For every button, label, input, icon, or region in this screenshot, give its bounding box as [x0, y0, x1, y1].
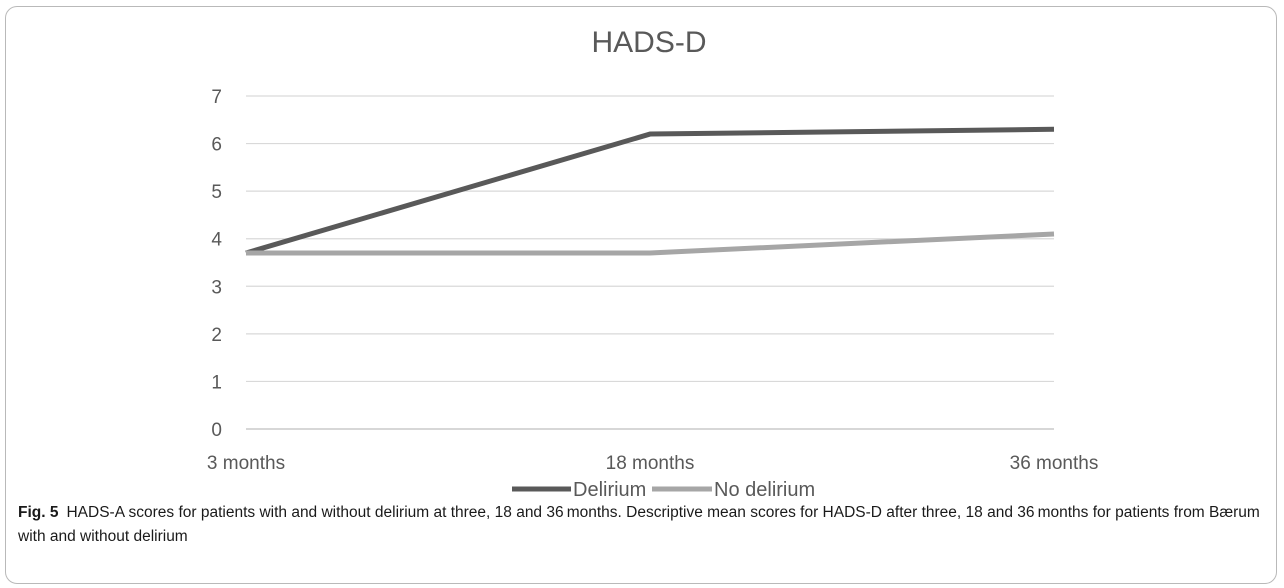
- line-chart: HADS-D 0 1 2 3 4 5 6 7 3 months 18 months 36 mont…: [207, 26, 1098, 500]
- y-tick-label: 0: [211, 420, 222, 441]
- y-tick-label: 2: [211, 325, 222, 346]
- legend: Delirium No delirium: [512, 479, 815, 500]
- series-lines: [245, 126, 1055, 256]
- legend-label: Delirium: [573, 479, 646, 500]
- series-line-no-delirium: [246, 231, 1055, 256]
- figure-label: Fig. 5: [18, 504, 59, 521]
- x-axis-tick-labels: 3 months 18 months 36 months: [207, 453, 1098, 474]
- y-axis-tick-labels: 0 1 2 3 4 5 6 7: [211, 87, 222, 441]
- chart-title: HADS-D: [591, 26, 706, 59]
- figure-caption: Fig. 5 HADS-A scores for patients with an…: [18, 501, 1268, 549]
- y-tick-label: 1: [211, 372, 222, 393]
- y-tick-label: 4: [211, 230, 222, 251]
- legend-label: No delirium: [714, 479, 815, 500]
- y-tick-label: 6: [211, 135, 222, 156]
- caption-text: HADS-A scores for patients with and with…: [18, 504, 1260, 545]
- x-tick-label: 36 months: [1010, 453, 1099, 474]
- figure-frame: [5, 6, 1277, 584]
- x-tick-label: 18 months: [606, 453, 695, 474]
- gridlines: [246, 95, 1054, 430]
- series-line-delirium: [245, 126, 1055, 256]
- y-tick-label: 5: [211, 182, 222, 203]
- x-tick-label: 3 months: [207, 453, 285, 474]
- y-tick-label: 3: [211, 277, 222, 298]
- y-tick-label: 7: [211, 87, 222, 108]
